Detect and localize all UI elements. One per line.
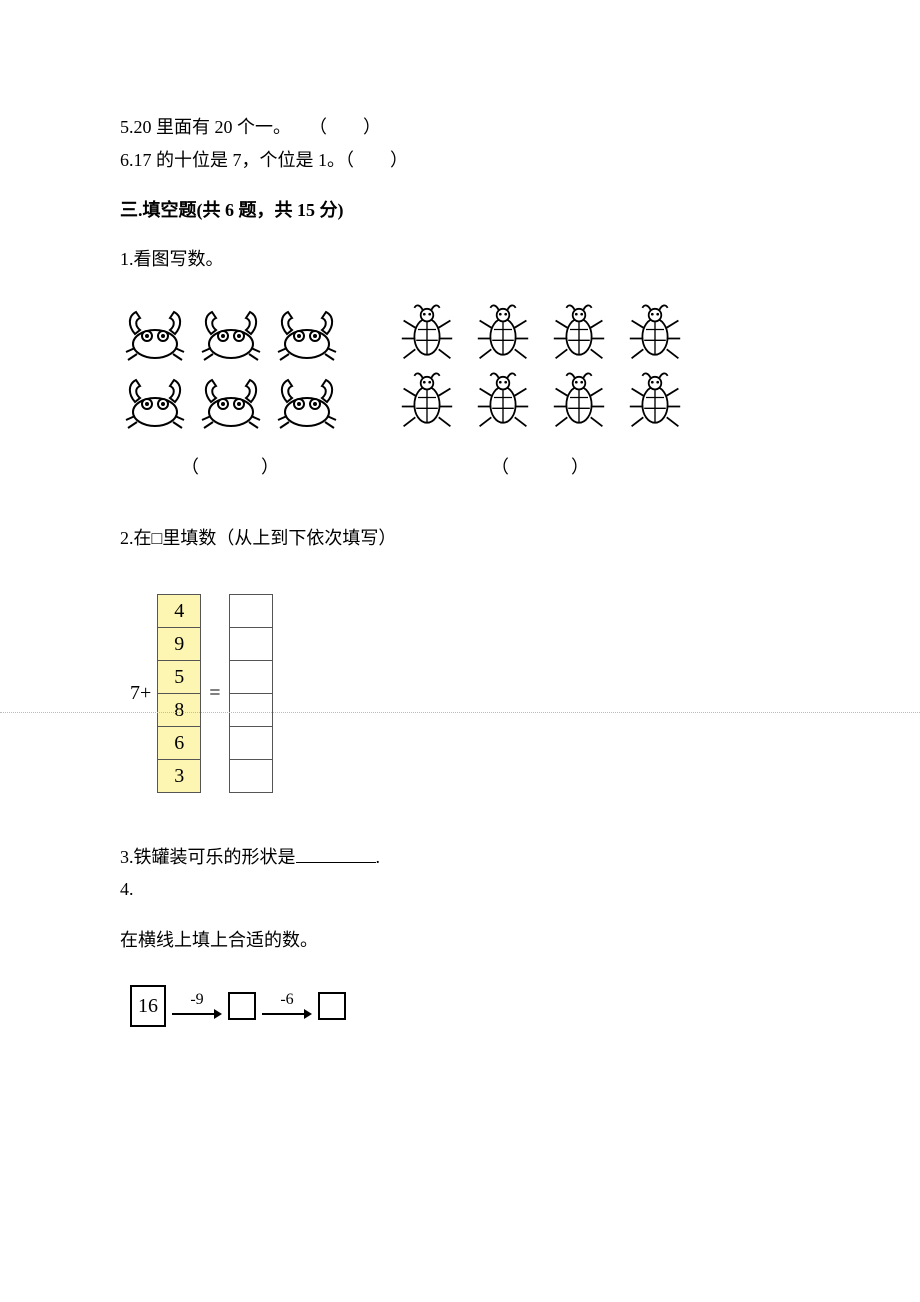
icon-row — [120, 372, 342, 432]
icon-row — [392, 304, 690, 364]
add-result-blank[interactable] — [229, 594, 273, 628]
bug-icon — [476, 370, 530, 434]
tf-q5: 5.20 里面有 20 个一。 （ ） — [120, 112, 800, 143]
crab-grid — [120, 304, 342, 432]
bug-icon — [628, 302, 682, 366]
bug-cell — [620, 372, 690, 432]
q1-prompt: 1.看图写数。 — [120, 244, 800, 275]
crab-icon — [196, 372, 266, 432]
bug-cell — [620, 304, 690, 364]
bug-cell — [544, 304, 614, 364]
add-operand-cell: 3 — [157, 759, 201, 793]
flow-blank-1[interactable] — [228, 992, 256, 1020]
worksheet-page: 5.20 里面有 20 个一。 （ ） 6.17 的十位是 7，个位是 1。（ … — [0, 0, 920, 1107]
crab-cell — [272, 372, 342, 432]
bug-icon — [552, 370, 606, 434]
bug-icon — [476, 302, 530, 366]
q3-line: 3.铁罐装可乐的形状是. — [120, 842, 800, 873]
add-operand-cell: 9 — [157, 627, 201, 661]
q1-image-row: （ ） — [120, 304, 800, 483]
bug-cell — [468, 304, 538, 364]
add-left-column: 495863 — [157, 594, 201, 792]
bug-cell — [392, 304, 462, 364]
add-result-blank[interactable] — [229, 693, 273, 727]
bug-icon — [400, 302, 454, 366]
crab-cell — [196, 372, 266, 432]
flow-diagram: 16 -9 -6 — [130, 985, 800, 1027]
crab-icon — [272, 372, 342, 432]
addition-table: 7+ 495863 = — [130, 594, 800, 792]
bug-cell — [392, 372, 462, 432]
add-right-column — [229, 594, 273, 792]
q3-blank[interactable] — [296, 845, 376, 863]
crab-cell — [196, 304, 266, 364]
bug-cell — [468, 372, 538, 432]
add-operand-cell: 6 — [157, 726, 201, 760]
crab-cell — [272, 304, 342, 364]
arrow-icon — [172, 1008, 222, 1020]
crab-cell — [120, 372, 190, 432]
q1-left-col: （ ） — [120, 304, 342, 483]
crab-icon — [196, 304, 266, 364]
q1-right-answer-blank[interactable]: （ ） — [491, 452, 591, 483]
q4-instruction: 在横线上填上合适的数。 — [120, 925, 800, 956]
flow-blank-2[interactable] — [318, 992, 346, 1020]
add-result-blank[interactable] — [229, 759, 273, 793]
add-result-blank[interactable] — [229, 627, 273, 661]
bug-grid — [392, 304, 690, 432]
q3-prefix: 3.铁罐装可乐的形状是 — [120, 847, 296, 867]
add-operand-cell: 5 — [157, 660, 201, 694]
icon-row — [120, 304, 342, 364]
q2-prompt: 2.在□里填数（从上到下依次填写） — [120, 523, 800, 554]
flow-arrow-1-label: -9 — [190, 992, 203, 1008]
bug-cell — [544, 372, 614, 432]
bug-icon — [628, 370, 682, 434]
add-operand-cell: 4 — [157, 594, 201, 628]
equals-sign: = — [209, 676, 220, 710]
crab-cell — [120, 304, 190, 364]
q1-left-answer-blank[interactable]: （ ） — [181, 452, 281, 483]
add-prefix: 7+ — [130, 676, 151, 710]
section-3-title: 三.填空题(共 6 题，共 15 分) — [120, 195, 800, 226]
add-result-blank[interactable] — [229, 660, 273, 694]
crab-icon — [120, 304, 190, 364]
arrow-icon — [262, 1008, 312, 1020]
flow-start-box: 16 — [130, 985, 166, 1027]
dotted-rule — [0, 712, 920, 713]
add-result-blank[interactable] — [229, 726, 273, 760]
q4-number: 4. — [120, 874, 800, 905]
q1-right-col: （ ） — [392, 304, 690, 483]
tf-q6: 6.17 的十位是 7，个位是 1。（ ） — [120, 145, 800, 176]
icon-row — [392, 372, 690, 432]
crab-icon — [272, 304, 342, 364]
bug-icon — [400, 370, 454, 434]
crab-icon — [120, 372, 190, 432]
flow-arrow-1: -9 — [172, 992, 222, 1020]
bug-icon — [552, 302, 606, 366]
q3-suffix: . — [376, 847, 381, 867]
flow-arrow-2: -6 — [262, 992, 312, 1020]
flow-arrow-2-label: -6 — [280, 992, 293, 1008]
add-operand-cell: 8 — [157, 693, 201, 727]
